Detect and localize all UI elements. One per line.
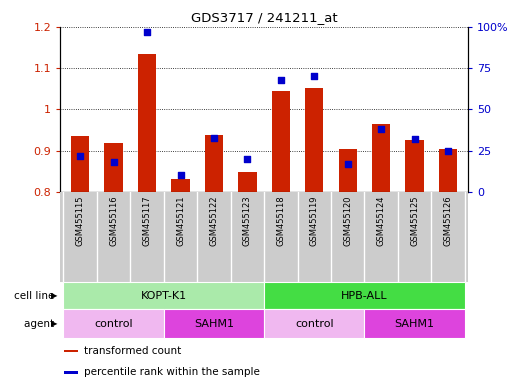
Bar bbox=[338, 149, 357, 192]
Text: SAHM1: SAHM1 bbox=[194, 318, 234, 329]
Bar bbox=[372, 124, 390, 192]
Text: GSM455125: GSM455125 bbox=[410, 195, 419, 246]
Point bbox=[176, 172, 185, 179]
Text: agent: agent bbox=[24, 318, 58, 329]
Text: SAHM1: SAHM1 bbox=[394, 318, 435, 329]
Text: GSM455117: GSM455117 bbox=[143, 195, 152, 246]
Bar bbox=[405, 141, 424, 192]
Text: percentile rank within the sample: percentile rank within the sample bbox=[84, 367, 260, 377]
Text: GSM455121: GSM455121 bbox=[176, 195, 185, 246]
Text: GSM455119: GSM455119 bbox=[310, 195, 319, 246]
Text: GSM455116: GSM455116 bbox=[109, 195, 118, 246]
Text: control: control bbox=[94, 318, 133, 329]
Text: KOPT-K1: KOPT-K1 bbox=[141, 291, 187, 301]
Bar bbox=[63, 309, 164, 338]
Bar bbox=[264, 309, 365, 338]
Point bbox=[411, 136, 419, 142]
Bar bbox=[365, 309, 465, 338]
Bar bbox=[64, 349, 78, 352]
Text: ▶: ▶ bbox=[51, 319, 58, 328]
Bar bbox=[172, 179, 190, 192]
Text: GSM455124: GSM455124 bbox=[377, 195, 385, 246]
Point bbox=[143, 29, 151, 35]
Text: GSM455118: GSM455118 bbox=[276, 195, 286, 246]
Point bbox=[277, 77, 285, 83]
Text: GSM455123: GSM455123 bbox=[243, 195, 252, 246]
Point bbox=[210, 134, 218, 141]
Text: transformed count: transformed count bbox=[84, 346, 181, 356]
Point bbox=[377, 126, 385, 132]
Bar bbox=[63, 282, 264, 309]
Bar bbox=[138, 54, 156, 192]
Bar bbox=[439, 149, 457, 192]
Point bbox=[76, 152, 84, 159]
Title: GDS3717 / 241211_at: GDS3717 / 241211_at bbox=[191, 11, 337, 24]
Point bbox=[310, 73, 319, 79]
Text: GSM455126: GSM455126 bbox=[444, 195, 452, 246]
Text: control: control bbox=[295, 318, 334, 329]
Text: GSM455115: GSM455115 bbox=[76, 195, 85, 246]
Bar bbox=[264, 282, 465, 309]
Bar bbox=[71, 136, 89, 192]
Bar bbox=[164, 309, 264, 338]
Point bbox=[243, 156, 252, 162]
Text: GSM455122: GSM455122 bbox=[209, 195, 219, 246]
Point bbox=[344, 161, 352, 167]
Bar bbox=[105, 143, 123, 192]
Point bbox=[109, 159, 118, 166]
Bar bbox=[64, 371, 78, 374]
Bar bbox=[271, 91, 290, 192]
Point bbox=[444, 148, 452, 154]
Text: GSM455120: GSM455120 bbox=[343, 195, 352, 246]
Text: HPB-ALL: HPB-ALL bbox=[341, 291, 388, 301]
Bar bbox=[205, 136, 223, 192]
Bar bbox=[305, 88, 323, 192]
Text: ▶: ▶ bbox=[51, 291, 58, 300]
Text: cell line: cell line bbox=[14, 291, 58, 301]
Bar bbox=[238, 172, 257, 192]
